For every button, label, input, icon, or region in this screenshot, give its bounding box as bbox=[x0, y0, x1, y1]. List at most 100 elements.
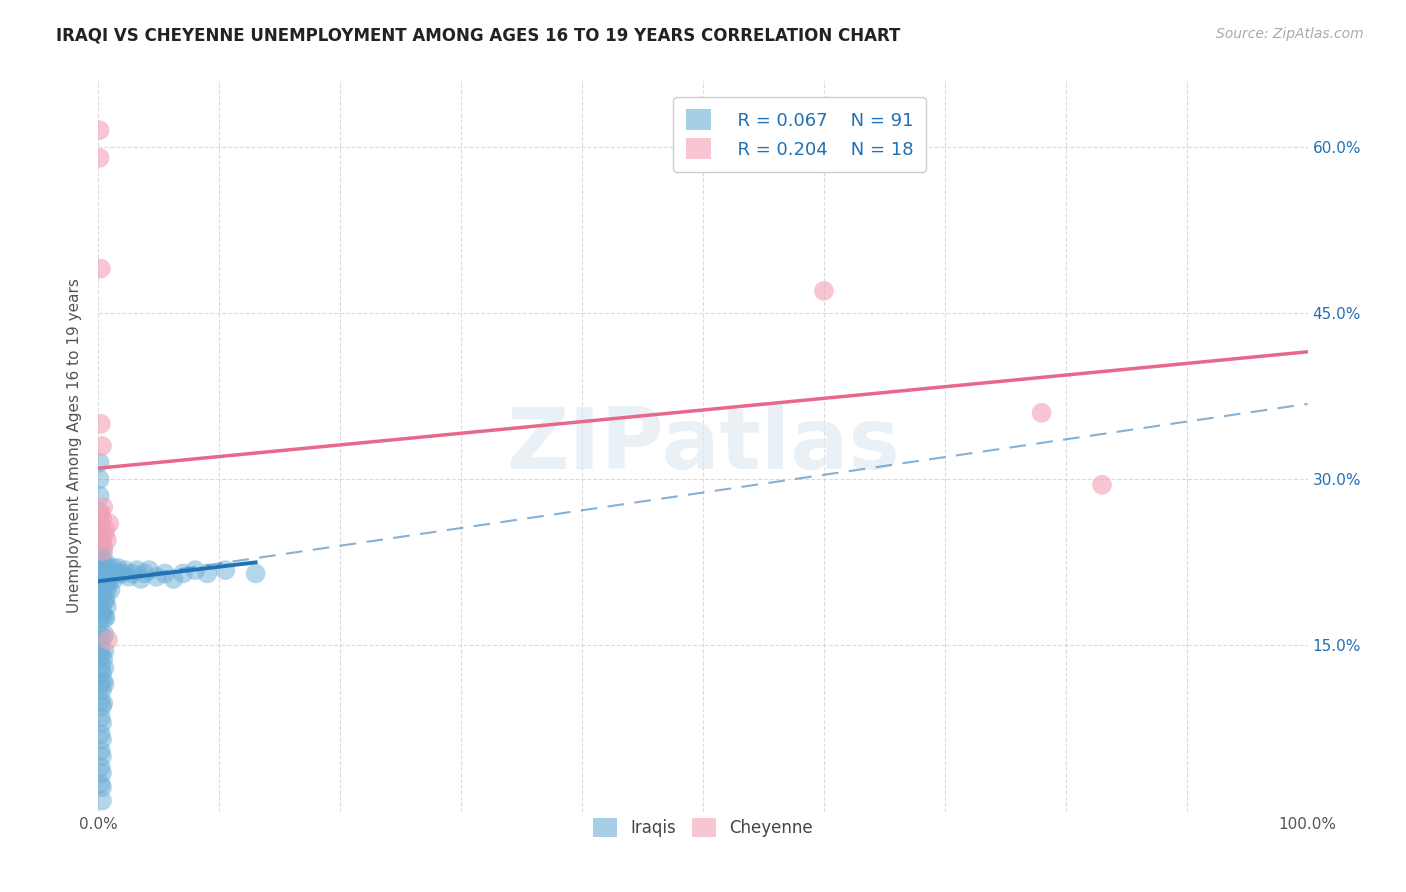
Point bbox=[145, 570, 167, 584]
Point bbox=[93, 677, 115, 691]
Point bbox=[90, 548, 112, 562]
Point bbox=[91, 696, 114, 710]
Point bbox=[93, 527, 115, 541]
Point bbox=[90, 261, 112, 276]
Point bbox=[90, 417, 112, 431]
Point bbox=[90, 644, 112, 658]
Point bbox=[245, 566, 267, 581]
Point bbox=[90, 649, 112, 664]
Text: Source: ZipAtlas.com: Source: ZipAtlas.com bbox=[1216, 27, 1364, 41]
Point bbox=[91, 630, 114, 644]
Point bbox=[1091, 477, 1114, 491]
Point bbox=[91, 652, 114, 666]
Point bbox=[91, 541, 114, 555]
Point bbox=[89, 627, 111, 641]
Point bbox=[94, 555, 117, 569]
Point bbox=[162, 572, 184, 586]
Point bbox=[108, 566, 131, 581]
Point bbox=[127, 563, 149, 577]
Point bbox=[96, 566, 118, 581]
Point bbox=[214, 563, 236, 577]
Point bbox=[98, 572, 121, 586]
Point bbox=[90, 611, 112, 625]
Point bbox=[89, 589, 111, 603]
Point bbox=[97, 577, 120, 591]
Point bbox=[93, 561, 115, 575]
Point bbox=[94, 574, 117, 589]
Point bbox=[94, 611, 117, 625]
Point bbox=[91, 749, 114, 764]
Point bbox=[90, 760, 112, 774]
Point bbox=[91, 607, 114, 622]
Point bbox=[91, 732, 114, 747]
Point bbox=[96, 533, 118, 548]
Point bbox=[93, 577, 115, 591]
Point bbox=[100, 566, 122, 581]
Point bbox=[97, 561, 120, 575]
Point bbox=[90, 744, 112, 758]
Point bbox=[96, 583, 118, 598]
Point bbox=[89, 472, 111, 486]
Point bbox=[91, 585, 114, 599]
Point bbox=[91, 500, 114, 514]
Point bbox=[91, 766, 114, 780]
Point bbox=[90, 577, 112, 591]
Point bbox=[89, 506, 111, 520]
Point bbox=[153, 566, 176, 581]
Point bbox=[90, 777, 112, 791]
Point bbox=[91, 511, 114, 525]
Point bbox=[90, 677, 112, 691]
Point bbox=[195, 566, 218, 581]
Point bbox=[90, 694, 112, 708]
Point bbox=[94, 591, 117, 606]
Point bbox=[91, 533, 114, 548]
Point bbox=[129, 572, 152, 586]
Point bbox=[172, 566, 194, 581]
Point bbox=[91, 563, 114, 577]
Point bbox=[91, 780, 114, 795]
Point bbox=[91, 699, 114, 714]
Point bbox=[100, 583, 122, 598]
Point bbox=[91, 716, 114, 731]
Point bbox=[90, 660, 112, 674]
Point bbox=[111, 566, 134, 581]
Point bbox=[813, 284, 835, 298]
Point bbox=[98, 516, 121, 531]
Point bbox=[90, 506, 112, 520]
Point bbox=[91, 439, 114, 453]
Point bbox=[93, 627, 115, 641]
Point bbox=[89, 522, 111, 536]
Point bbox=[89, 489, 111, 503]
Point bbox=[118, 570, 141, 584]
Point bbox=[103, 572, 125, 586]
Point bbox=[134, 566, 156, 581]
Point bbox=[90, 594, 112, 608]
Point bbox=[94, 522, 117, 536]
Point bbox=[91, 544, 114, 558]
Text: ZIPatlas: ZIPatlas bbox=[506, 404, 900, 488]
Point bbox=[114, 563, 136, 577]
Point bbox=[93, 660, 115, 674]
Point bbox=[91, 552, 114, 566]
Point bbox=[93, 594, 115, 608]
Point bbox=[93, 644, 115, 658]
Point bbox=[101, 561, 124, 575]
Point bbox=[90, 532, 112, 546]
Point bbox=[184, 563, 207, 577]
Point bbox=[90, 563, 112, 577]
Point bbox=[91, 583, 114, 598]
Point bbox=[89, 539, 111, 553]
Point bbox=[90, 727, 112, 741]
Y-axis label: Unemployment Among Ages 16 to 19 years: Unemployment Among Ages 16 to 19 years bbox=[67, 278, 83, 614]
Point bbox=[97, 632, 120, 647]
Point bbox=[89, 123, 111, 137]
Point bbox=[91, 682, 114, 697]
Point bbox=[90, 710, 112, 724]
Point bbox=[104, 566, 127, 581]
Point bbox=[100, 566, 122, 581]
Point bbox=[91, 673, 114, 688]
Point bbox=[1031, 406, 1053, 420]
Point bbox=[89, 456, 111, 470]
Point bbox=[107, 561, 129, 575]
Point bbox=[138, 563, 160, 577]
